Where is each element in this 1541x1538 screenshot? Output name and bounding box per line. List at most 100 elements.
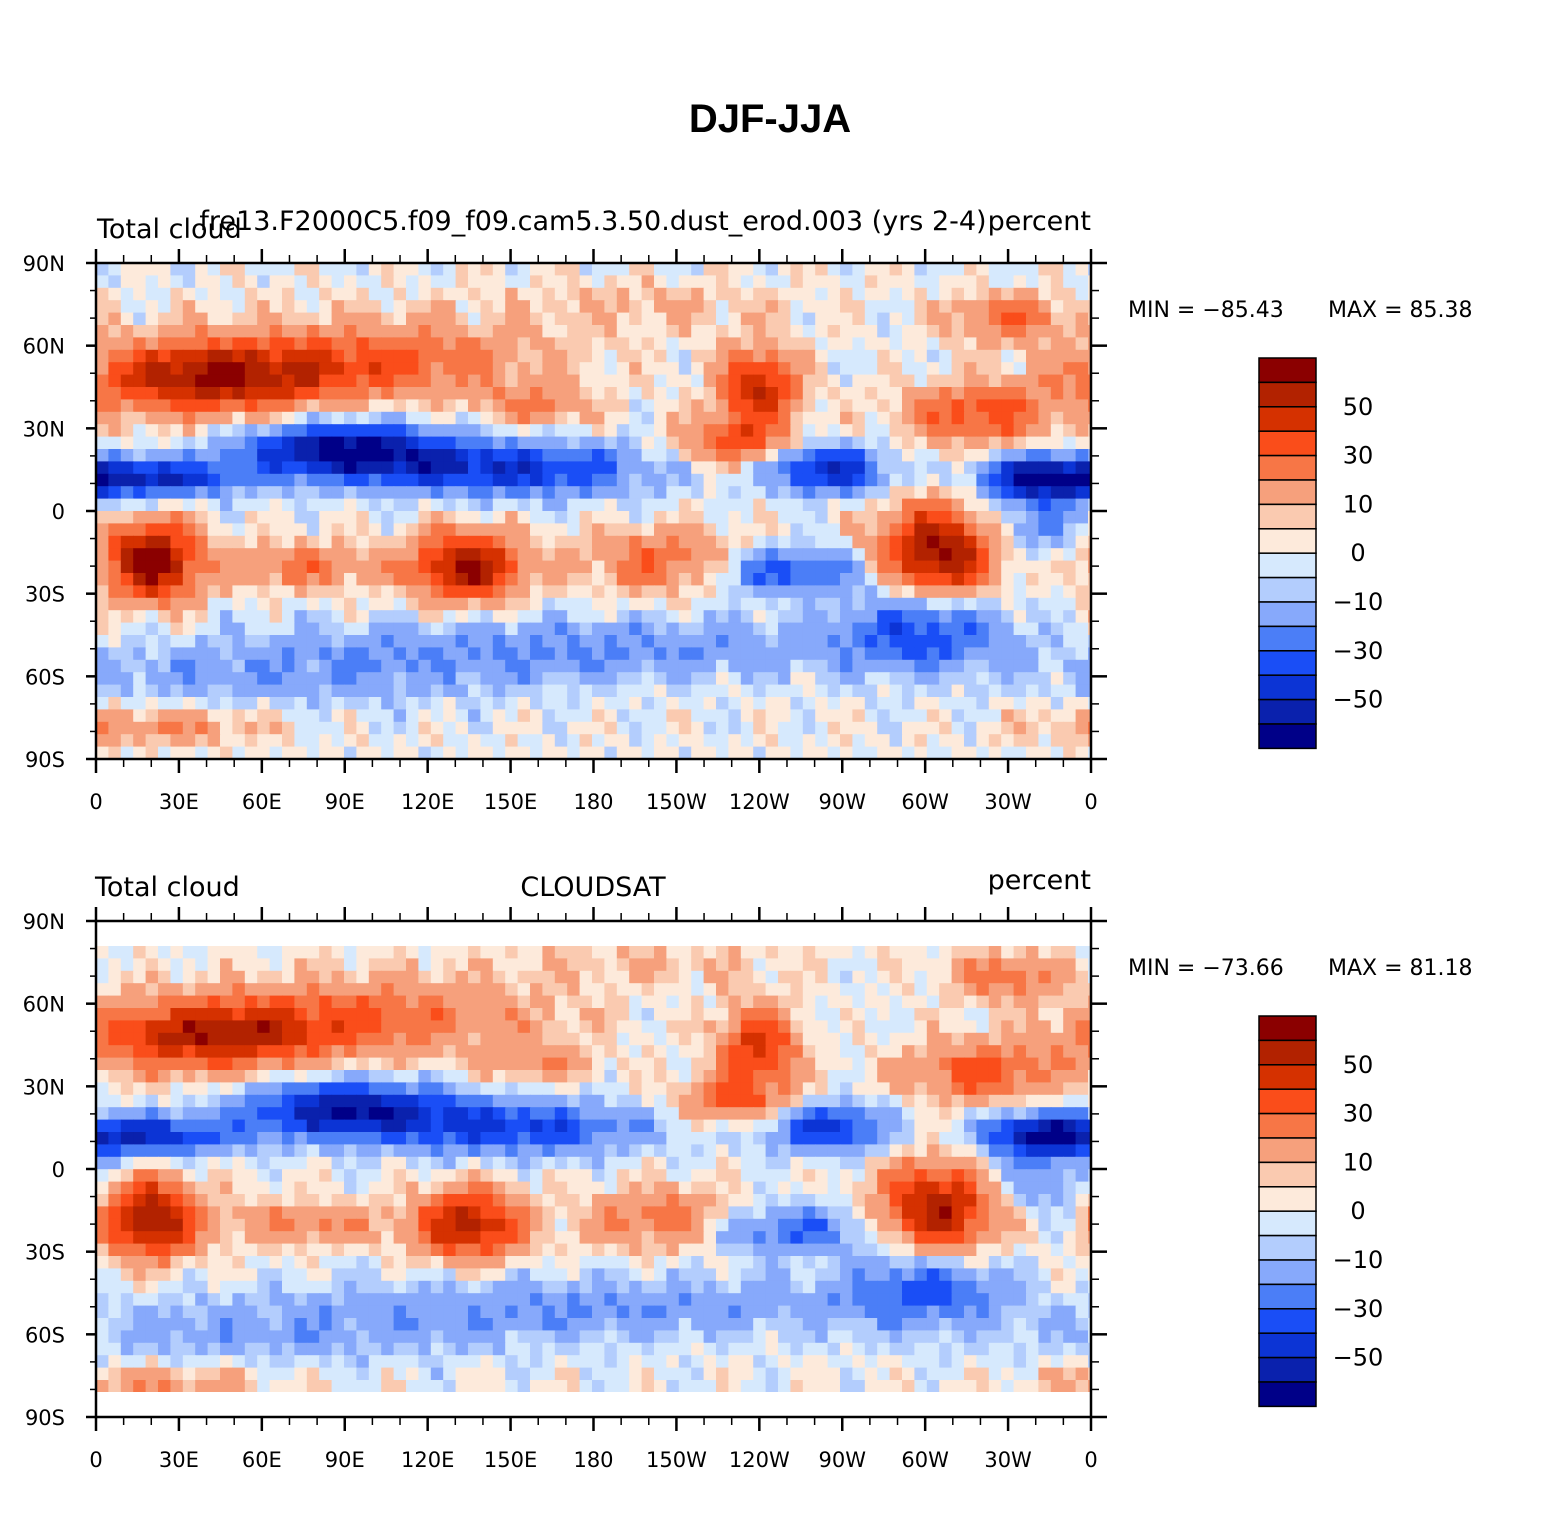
contour-cell (988, 287, 1002, 301)
contour-cell (133, 486, 147, 500)
contour-cell (592, 1020, 605, 1034)
contour-cell (579, 1045, 593, 1059)
contour-cell (232, 287, 246, 301)
contour-cell (96, 610, 109, 624)
contour-cell (765, 300, 779, 314)
contour-cell (765, 486, 779, 500)
contour-cell (1038, 374, 1052, 388)
contour-cell (976, 672, 990, 686)
contour-cell (554, 1156, 568, 1170)
contour-cell (629, 1008, 643, 1021)
contour-cell (393, 287, 407, 301)
contour-cell (145, 585, 159, 599)
contour-cell (914, 498, 928, 512)
contour-cell (505, 958, 519, 972)
contour-cell (381, 1045, 395, 1059)
contour-cell (914, 548, 928, 562)
contour-cell (306, 946, 320, 959)
contour-cell (691, 1070, 705, 1083)
contour-cell (579, 573, 593, 586)
contour-cell (1013, 1045, 1027, 1059)
contour-cell (244, 585, 258, 599)
contour-cell (158, 647, 171, 661)
contour-cell (517, 585, 531, 599)
contour-cell (951, 1032, 965, 1046)
contour-cell (914, 1008, 928, 1021)
contour-cell (505, 275, 519, 289)
contour-cell (666, 1119, 680, 1133)
contour-cell (282, 1045, 295, 1059)
contour-cell (232, 1107, 246, 1121)
contour-cell (356, 535, 370, 549)
contour-cell (740, 1156, 754, 1170)
contour-cell (344, 287, 357, 301)
contour-cell (579, 970, 593, 984)
contour-cell (319, 399, 333, 413)
contour-cell (530, 535, 543, 549)
contour-cell (381, 1020, 395, 1034)
contour-cell (790, 486, 804, 500)
contour-cell (567, 387, 581, 400)
contour-cell (790, 1094, 804, 1108)
contour-cell (1038, 585, 1052, 599)
contour-cell (368, 387, 382, 400)
contour-cell (108, 560, 122, 574)
contour-cell (778, 1132, 791, 1145)
contour-cell (306, 1107, 320, 1121)
contour-cell (257, 399, 271, 413)
contour-cell (207, 1045, 221, 1059)
contour-cell (418, 1008, 432, 1021)
contour-cell (864, 287, 878, 301)
contour-cell (220, 1094, 233, 1108)
contour-cell (852, 325, 866, 338)
contour-cell (96, 1107, 109, 1121)
contour-cell (344, 387, 357, 400)
contour-cell (331, 349, 345, 363)
contour-cell (616, 387, 630, 400)
contour-cell (158, 958, 171, 972)
contour-cell (1013, 449, 1027, 462)
contour-cell (530, 721, 543, 735)
contour-cell (802, 399, 816, 413)
contour-cell (319, 1008, 333, 1021)
contour-cell (133, 399, 147, 413)
contour-cell (120, 461, 134, 475)
contour-cell (430, 1082, 444, 1096)
contour-cell (418, 1107, 432, 1121)
contour-cell (1050, 436, 1064, 450)
contour-cell (765, 1107, 779, 1121)
contour-cell (368, 312, 382, 326)
contour-cell (1038, 995, 1052, 1009)
contour-cell (740, 635, 754, 648)
contour-cell (604, 635, 618, 648)
contour-cell (678, 647, 692, 661)
contour-cell (815, 287, 829, 301)
contour-cell (703, 374, 717, 388)
contour-cell (1063, 647, 1077, 661)
contour-cell (691, 672, 705, 686)
contour-cell (232, 647, 246, 661)
contour-cell (331, 684, 345, 698)
contour-cell (195, 337, 209, 351)
contour-cell (356, 399, 370, 413)
contour-cell (468, 349, 481, 363)
contour-cell (616, 970, 630, 984)
contour-cell (430, 983, 444, 997)
contour-cell (592, 424, 605, 438)
contour-cell (877, 374, 891, 388)
contour-cell (554, 1119, 568, 1133)
contour-cell (443, 1119, 457, 1133)
contour-cell (877, 424, 891, 438)
contour-cell (480, 337, 494, 351)
contour-cell (381, 374, 395, 388)
contour-cell (1088, 1020, 1091, 1034)
contour-cell (269, 746, 283, 759)
contour-cell (306, 312, 320, 326)
contour-cell (418, 337, 432, 351)
contour-cell (418, 312, 432, 326)
contour-cell (96, 374, 109, 388)
contour-cell (691, 349, 705, 363)
contour-cell (294, 697, 308, 710)
contour-cell (1063, 995, 1077, 1009)
contour-cell (158, 560, 171, 574)
